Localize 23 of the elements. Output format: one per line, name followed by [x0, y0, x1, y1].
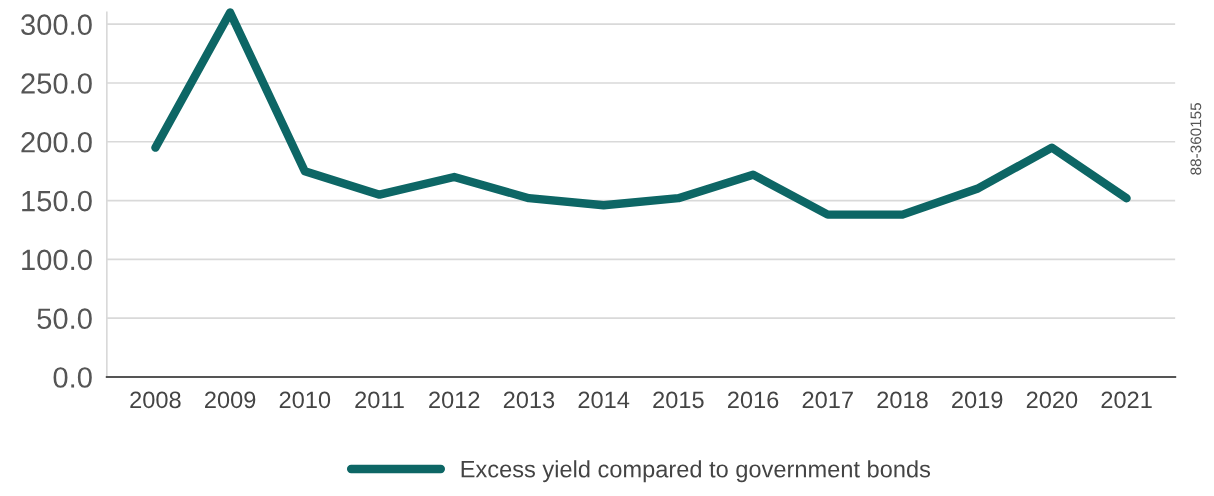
y-tick-label: 0.0: [53, 367, 92, 388]
x-tick-label: 2015: [653, 391, 704, 409]
x-tick-label: 2013: [503, 391, 555, 409]
x-tick-label: 2009: [205, 391, 256, 409]
y-tick-label: 250.0: [21, 73, 92, 94]
x-tick-label: 2014: [578, 391, 630, 409]
y-tick-label: 150.0: [22, 190, 92, 212]
x-tick-label: 2018: [877, 391, 928, 409]
x-tick-label: 2021: [1101, 391, 1152, 409]
x-tick-label: 2008: [130, 391, 181, 409]
y-tick-label: 50.0: [37, 308, 92, 330]
y-tick-label: 200.0: [21, 131, 92, 153]
x-tick-label: 2016: [727, 391, 779, 409]
y-tick-label: 300.0: [21, 14, 92, 36]
x-tick-label: 2012: [429, 391, 480, 409]
y-tick-label: 100.0: [22, 249, 92, 271]
x-tick-label: 2010: [279, 391, 331, 409]
x-tick-label: 2019: [952, 391, 1003, 409]
legend-label: Excess yield compared to government bonds: [461, 460, 931, 483]
text: 88-360155: [1190, 102, 1202, 175]
x-tick-label: 2011: [355, 391, 404, 409]
x-tick-label: 2017: [802, 391, 853, 409]
x-tick-label: 2020: [1026, 391, 1078, 409]
